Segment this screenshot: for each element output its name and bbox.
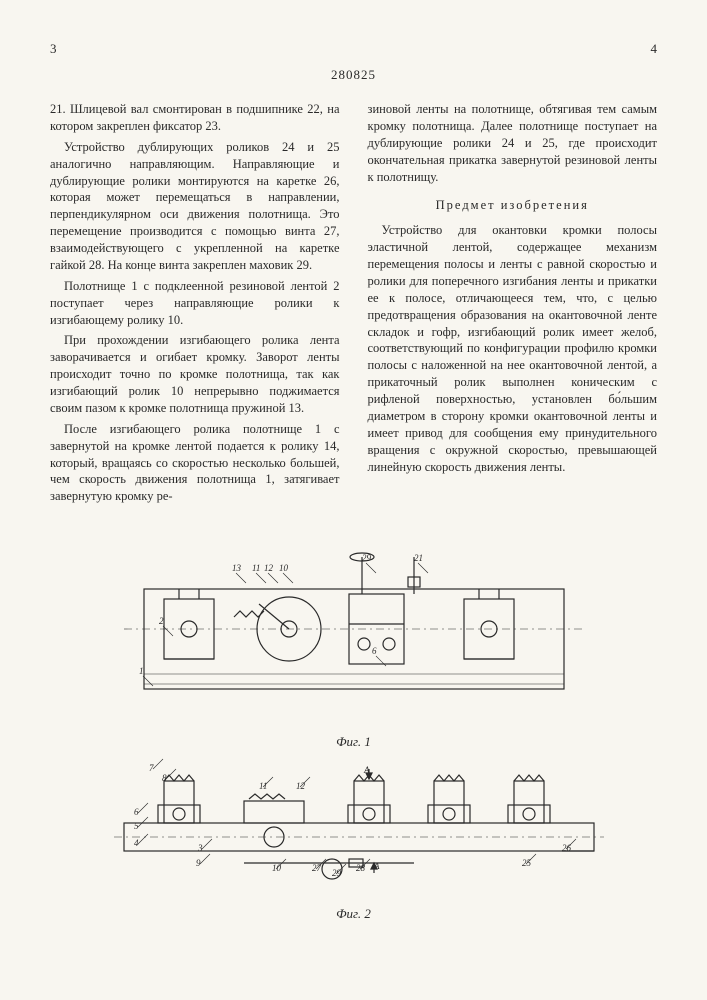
fig2-label-7: 7: [149, 763, 154, 773]
para-l3: Полотнище 1 с подклеенной резиновой лент…: [50, 278, 340, 329]
fig2-label-8: 8: [162, 773, 167, 783]
column-right: зиновой ленты на полотнище, обтягивая те…: [368, 101, 658, 475]
column-left: 21. Шлицевой вал смонтирован в подшипник…: [50, 101, 340, 505]
fig2-label-A2: А: [373, 861, 380, 871]
fig2-label-A1: А: [363, 765, 370, 775]
claim-text: Устройство для окантовки кромки полосы э…: [368, 222, 658, 475]
figure-2: 34567891011122526272829АА Фиг. 2: [50, 751, 657, 923]
fig2-label-3: 3: [197, 843, 203, 853]
figure-1: 126101112132129 Фиг. 1: [50, 529, 657, 751]
fig2-label-11: 11: [259, 781, 267, 791]
fig1-label-10: 10: [279, 563, 289, 573]
para-l4: При прохождении изгибающего ролика лента…: [50, 332, 340, 416]
page-num-left: 3: [50, 40, 57, 58]
claim-title: Предмет изобретения: [368, 197, 658, 214]
fig1-label-21: 21: [414, 553, 423, 563]
para-r1: зиновой ленты на полотнище, обтягивая те…: [368, 101, 658, 185]
fig2-label-9: 9: [196, 858, 201, 868]
fig1-label-1: 1: [139, 666, 144, 676]
figure-1-caption: Фиг. 1: [50, 733, 657, 751]
para-l5: После изгибающего ролика полотнище 1 с з…: [50, 421, 340, 505]
figure-2-svg: 34567891011122526272829АА: [94, 751, 614, 901]
para-l1: 21. Шлицевой вал смонтирован в подшипник…: [50, 101, 340, 135]
fig1-label-6: 6: [372, 646, 377, 656]
fig1-label-13: 13: [232, 563, 242, 573]
fig1-label-2: 2: [159, 616, 164, 626]
fig2-label-5: 5: [134, 821, 139, 831]
patent-number: 280825: [50, 66, 657, 84]
fig1-label-11: 11: [252, 563, 260, 573]
figure-1-svg: 126101112132129: [104, 529, 604, 729]
fig2-label-6: 6: [134, 807, 139, 817]
figure-2-caption: Фиг. 2: [50, 905, 657, 923]
fig1-label-12: 12: [264, 563, 274, 573]
text-columns: 21. Шлицевой вал смонтирован в подшипник…: [50, 101, 657, 509]
para-l2: Устройство дублирующих роликов 24 и 25 а…: [50, 139, 340, 274]
figures-block: 126101112132129 Фиг. 1: [50, 529, 657, 922]
page-num-right: 4: [651, 40, 658, 58]
fig2-label-4: 4: [134, 838, 139, 848]
fig1-label-29: 29: [362, 553, 372, 563]
page-number-row: 3 4: [50, 40, 657, 58]
